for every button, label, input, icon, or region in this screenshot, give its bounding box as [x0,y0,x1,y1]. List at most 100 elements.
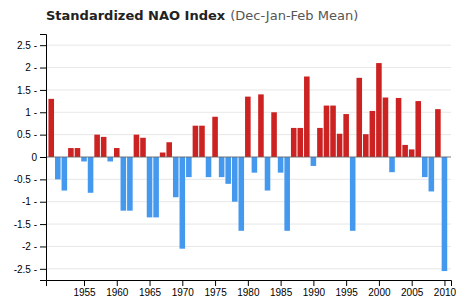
grid-line [46,224,451,225]
x-tick: 1975 [204,280,227,298]
y-tick-label: 2 - [25,62,37,73]
bar [376,63,382,157]
y-tick: -0.5 - [14,174,46,185]
x-tick: 1970 [172,280,195,298]
x-tick: 1980 [237,280,260,298]
bar [330,106,336,157]
y-tick-label: 1 - [25,107,37,118]
x-axis-line [47,281,452,287]
grid-line [46,201,451,202]
bar [101,137,107,157]
zero-line [46,157,451,158]
x-tick-mark [182,280,183,286]
x-tick-mark [248,280,249,286]
x-tick-label: 1960 [106,287,129,298]
bar [206,157,212,177]
bar [311,157,317,166]
bar [239,157,245,231]
x-tick-mark [444,280,445,286]
y-tick-label: -2 - [22,241,37,252]
grid-line [46,45,451,46]
plot: 1955196019651970197519801985199019952000… [14,35,457,299]
grid-line [46,157,451,158]
y-tick-label: 0.5 - [17,129,37,140]
bar [81,157,87,161]
x-tick-label: 1955 [73,287,96,298]
y-tick: 0 [31,152,46,163]
bar [166,142,172,157]
bar [271,112,277,157]
x-tick-label: 1965 [139,287,162,298]
grid-line [46,268,451,269]
bar [173,157,179,197]
x-tick: 1995 [336,280,359,298]
bar [343,114,349,157]
y-tick: -1.5 - [14,219,46,230]
bar [225,157,231,184]
x-tick-mark [379,280,380,286]
x-tick: 1985 [270,280,293,298]
bar [442,157,448,271]
grid-line [46,179,451,180]
y-tick-mark [40,224,46,225]
y-tick: 2.5 - [17,40,46,51]
y-tick: 1 - [25,107,46,118]
bar [68,148,74,157]
x-tick: 2005 [401,280,424,298]
x-tick-mark [346,280,347,286]
bar [415,101,421,157]
bar [232,157,238,202]
grid-line [46,89,451,90]
bar [180,157,186,249]
y-tick-mark [40,135,46,136]
bar [284,157,290,231]
x-tick: 2000 [368,280,391,298]
bar [140,138,146,157]
y-tick-mark [40,45,46,46]
x-tick-label: 1975 [204,287,227,298]
x-tick-mark [150,280,151,286]
y-tick: -2 - [22,241,46,252]
bar [429,157,435,191]
bar [297,128,303,157]
y-tick-label: 1.5 - [17,85,37,96]
bar [278,157,284,173]
bar [94,135,100,157]
x-tick-label: 1980 [237,287,260,298]
y-axis-line [40,35,47,281]
y-tick-mark [40,269,46,270]
x-tick-label: 2010 [434,287,457,298]
y-tick-label: 2.5 - [17,40,37,51]
subtitle: (Dec-Jan-Feb Mean) [230,8,358,23]
bar [55,157,61,179]
x-tick-label: 1995 [336,287,359,298]
bar [304,76,310,157]
bar [160,153,166,157]
x-tick-label: 2005 [401,287,424,298]
bar [435,109,441,157]
bar [324,106,330,157]
bar [193,126,199,157]
y-tick: 0.5 - [17,129,46,140]
y-tick: -1 - [22,196,46,207]
bar [147,157,153,217]
bar [396,98,402,157]
grid [46,45,451,269]
grid-line [46,246,451,247]
bar [127,157,133,211]
y-tick-mark [40,68,46,69]
x-axis: 1955196019651970197519801985199019952000… [47,280,457,298]
y-axis: -2.5 - -2 - -1.5 - -1 - -0.5 - 0 0.5 - 1 - 1.5 -… [14,35,47,281]
x-tick-label: 2000 [368,287,391,298]
x-tick-mark [313,280,314,286]
y-tick-label: -1.5 - [14,219,37,230]
bar [121,157,127,211]
x-tick: 2010 [434,280,457,298]
y-tick-mark [40,179,46,180]
bar [389,157,395,172]
y-tick: 2 - [25,62,46,73]
y-tick-label: -2.5 - [14,264,37,275]
bar [317,128,323,157]
bar [48,99,54,157]
x-tick-mark [84,280,85,286]
